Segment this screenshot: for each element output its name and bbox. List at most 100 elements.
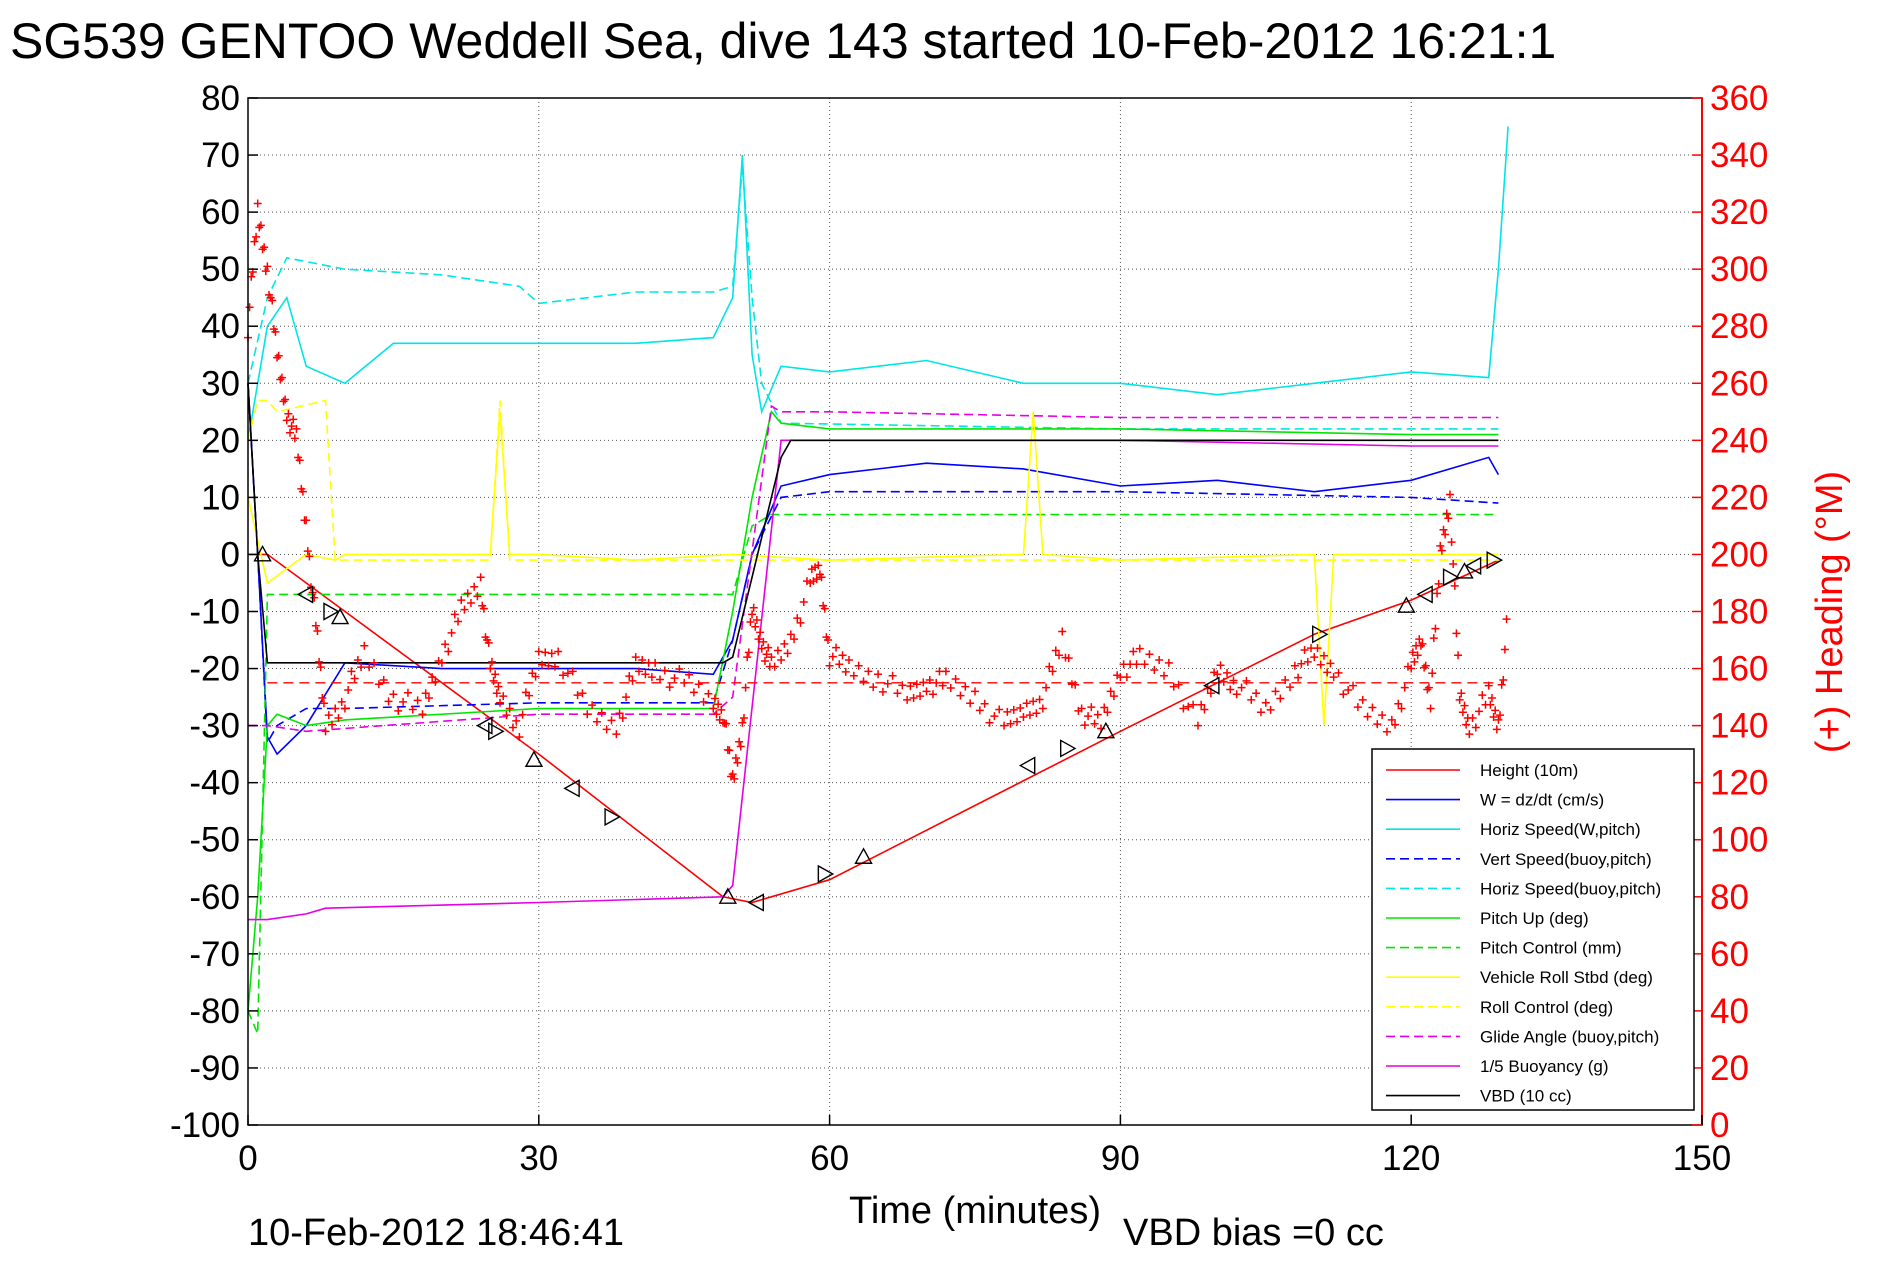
heading-point (1016, 704, 1025, 713)
heading-point (1487, 694, 1496, 703)
footer-vbd-bias: VBD bias =0 cc (1123, 1212, 1384, 1254)
heading-point (1323, 668, 1332, 677)
heading-point (298, 487, 307, 496)
heading-point (1326, 659, 1335, 668)
heading-point (1103, 708, 1112, 717)
heading-point (938, 681, 947, 690)
heading-point (394, 706, 403, 715)
heading-point (874, 670, 883, 679)
heading-point (496, 698, 505, 707)
heading-point (1478, 691, 1487, 700)
series-line (247, 383, 1500, 756)
x-tick-label: 150 (1673, 1139, 1731, 1178)
heading-point (1276, 694, 1285, 703)
heading-point (321, 727, 330, 736)
heading-point (735, 737, 744, 746)
heading-point (832, 643, 841, 652)
heading-point (817, 573, 826, 582)
heading-point (961, 682, 970, 691)
y-tick-label-left: -90 (189, 1049, 240, 1088)
series-line (247, 410, 1499, 1011)
heading-point (1300, 646, 1309, 655)
heading-point (615, 709, 624, 718)
heading-point (738, 718, 747, 727)
series-line (248, 439, 1499, 921)
depth-marker (1455, 562, 1474, 579)
heading-point (743, 653, 752, 662)
heading-point (508, 723, 517, 732)
depth-marker (330, 607, 350, 625)
x-tick-label: 0 (238, 1139, 257, 1178)
heading-point (1174, 680, 1183, 689)
heading-point (849, 671, 858, 680)
y-tick-label-right: 100 (1710, 821, 1768, 860)
heading-point (255, 223, 264, 232)
heading-point (357, 663, 366, 672)
heading-point (319, 699, 328, 708)
heading-point (1426, 704, 1435, 713)
legend-label: W = dz/dt (cm/s) (1480, 791, 1604, 810)
heading-point (290, 434, 299, 443)
heading-point (1206, 689, 1215, 698)
depth-marker (1464, 556, 1482, 576)
heading-point (578, 689, 587, 698)
legend-box (1371, 748, 1695, 1111)
heading-point (470, 582, 479, 591)
heading-point (1042, 683, 1051, 692)
heading-point (751, 622, 760, 631)
y-tick-label-right: 40 (1710, 992, 1749, 1031)
heading-point (1407, 664, 1416, 673)
heading-point (733, 758, 742, 767)
heading-point (767, 653, 776, 662)
heading-point (473, 592, 482, 601)
heading-point (384, 697, 393, 706)
footer-timestamp: 10-Feb-2012 18:46:41 (248, 1212, 624, 1254)
heading-point (494, 682, 503, 691)
y-tick-label-right: 80 (1710, 878, 1749, 917)
legend-label: 1/5 Buoyancy (g) (1480, 1057, 1609, 1076)
heading-point (752, 616, 761, 625)
heading-point (883, 679, 892, 688)
y-tick-label-right: 20 (1710, 1049, 1749, 1088)
heading-point (1013, 717, 1021, 726)
heading-point (909, 694, 918, 703)
y-tick-label-left: -100 (170, 1106, 240, 1145)
heading-point (1329, 673, 1338, 682)
heading-point (916, 692, 925, 701)
y-tick-label-left: -20 (189, 650, 240, 689)
heading-point (731, 753, 740, 762)
y-axis-right: 3603403203002802602402202001801601401201… (1692, 79, 1768, 1145)
series-line (248, 553, 1499, 904)
depth-marker (488, 722, 505, 741)
heading-point (588, 701, 597, 710)
heading-point (1339, 690, 1348, 699)
heading-point (1434, 579, 1443, 588)
heading-point (1140, 660, 1149, 669)
heading-point (1416, 641, 1425, 650)
heading-point (741, 683, 750, 692)
heading-point (651, 658, 660, 667)
heading-point (1219, 677, 1228, 686)
heading-point (1492, 725, 1501, 734)
heading-point (675, 665, 684, 674)
heading-point (1084, 712, 1093, 721)
heading-point (1442, 509, 1451, 518)
heading-point (1164, 658, 1173, 667)
y-tick-label-left: -80 (189, 992, 240, 1031)
heading-point (746, 617, 755, 626)
heading-point (287, 422, 296, 431)
heading-point (1100, 703, 1109, 712)
heading-point (835, 660, 844, 669)
legend-label: Vert Speed(buoy,pitch) (1480, 850, 1652, 869)
heading-point (1437, 546, 1446, 555)
heading-point (736, 742, 745, 751)
depth-marker (1442, 568, 1460, 587)
legend: Height (10m) W = dz/dt (cm/s) Horiz Speed(… (1371, 748, 1695, 1111)
heading-point (1035, 695, 1044, 704)
heading-point (1353, 703, 1362, 712)
heading-point (1450, 581, 1459, 590)
heading-point (1197, 700, 1206, 709)
heading-point (1237, 683, 1246, 692)
heading-point (563, 669, 572, 678)
y-tick-label-left: 80 (201, 79, 240, 118)
